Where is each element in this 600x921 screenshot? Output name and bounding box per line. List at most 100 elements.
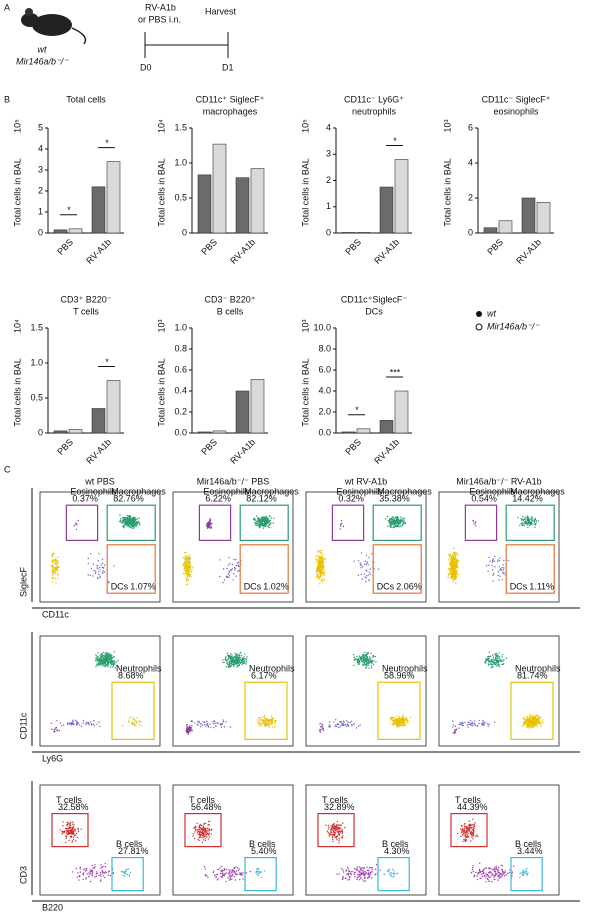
- event-dot: [480, 877, 482, 879]
- event-dot: [100, 659, 102, 661]
- event-dot: [336, 820, 338, 823]
- y-tick-label: 1: [38, 206, 43, 216]
- event-dot: [475, 835, 477, 837]
- event-dot: [87, 574, 89, 576]
- event-dot: [190, 563, 192, 565]
- event-dot: [227, 564, 230, 566]
- event-dot: [239, 879, 241, 881]
- event-dot: [317, 555, 319, 557]
- event-dot: [322, 559, 325, 561]
- event-dot: [494, 555, 496, 558]
- event-dot: [207, 824, 209, 826]
- event-dot: [315, 556, 317, 558]
- event-dot: [240, 658, 242, 661]
- event-dot: [190, 726, 192, 729]
- event-dot: [50, 565, 52, 567]
- event-dot: [452, 567, 454, 569]
- event-dot: [232, 659, 235, 661]
- event-dot: [501, 656, 503, 658]
- event-dot: [493, 573, 495, 575]
- event-dot: [76, 721, 78, 723]
- event-dot: [213, 870, 215, 872]
- event-dot: [140, 725, 142, 727]
- event-dot: [524, 871, 527, 873]
- event-dot: [217, 878, 219, 880]
- event-dot: [56, 730, 59, 732]
- event-dot: [70, 828, 73, 831]
- y-tick-label: 6: [468, 122, 473, 132]
- event-dot: [100, 662, 103, 664]
- event-dot: [393, 875, 395, 877]
- event-dot: [359, 875, 361, 877]
- event-dot: [396, 726, 399, 728]
- event-dot: [187, 578, 190, 581]
- event-dot: [473, 523, 475, 525]
- event-dot: [346, 866, 349, 869]
- event-dot: [187, 732, 190, 734]
- event-dot: [359, 878, 361, 880]
- event-dot: [336, 835, 338, 838]
- event-dot: [505, 657, 508, 659]
- chart-title: eosinophils: [493, 106, 539, 116]
- bar: [106, 380, 121, 434]
- event-dot: [541, 719, 544, 721]
- event-dot: [99, 566, 101, 569]
- gate: [244, 681, 288, 741]
- significance: *: [355, 405, 359, 415]
- event-dot: [270, 517, 272, 519]
- significance: *: [393, 136, 397, 146]
- event-dot: [526, 867, 528, 870]
- bar: [536, 202, 551, 234]
- event-dot: [469, 824, 471, 827]
- event-dot: [332, 828, 334, 830]
- event-dot: [92, 867, 94, 869]
- event-dot: [395, 517, 397, 519]
- event-dot: [534, 715, 536, 717]
- event-dot: [473, 830, 475, 832]
- event-dot: [246, 656, 248, 658]
- event-dot: [530, 516, 532, 518]
- y-tick-label: 1.0: [174, 157, 187, 167]
- event-dot: [52, 572, 55, 574]
- event-dot: [521, 524, 523, 527]
- event-dot: [234, 659, 236, 661]
- event-dot: [522, 871, 524, 874]
- event-dot: [234, 652, 236, 654]
- event-dot: [231, 663, 233, 666]
- event-dot: [102, 871, 105, 874]
- event-dot: [52, 564, 54, 567]
- event-dot: [198, 828, 200, 831]
- event-dot: [198, 826, 200, 828]
- event-dot: [186, 731, 188, 734]
- event-dot: [131, 722, 133, 724]
- gate-percent: 32.89%: [324, 802, 355, 812]
- bar: [106, 161, 121, 234]
- event-dot: [403, 717, 405, 719]
- event-dot: [452, 551, 455, 553]
- event-dot: [187, 565, 189, 567]
- event-dot: [366, 653, 369, 655]
- event-dot: [400, 723, 402, 725]
- event-dot: [75, 522, 77, 524]
- event-dot: [100, 876, 102, 878]
- event-dot: [522, 869, 524, 872]
- event-dot: [206, 523, 208, 525]
- gate-name: B cells: [382, 839, 409, 849]
- gate-percent: 8.68%: [118, 671, 144, 681]
- event-dot: [462, 830, 464, 832]
- event-dot: [464, 721, 466, 724]
- event-dot: [86, 721, 88, 723]
- event-dot: [225, 872, 227, 874]
- event-dot: [339, 726, 341, 728]
- event-dot: [227, 654, 230, 657]
- event-dot: [206, 527, 209, 529]
- event-dot: [478, 722, 480, 725]
- event-dot: [398, 725, 400, 727]
- event-dot: [249, 870, 251, 873]
- event-dot: [183, 556, 185, 559]
- event-dot: [205, 725, 207, 727]
- event-dot: [502, 569, 504, 571]
- event-dot: [362, 872, 365, 874]
- event-dot: [361, 870, 363, 872]
- event-dot: [488, 880, 490, 882]
